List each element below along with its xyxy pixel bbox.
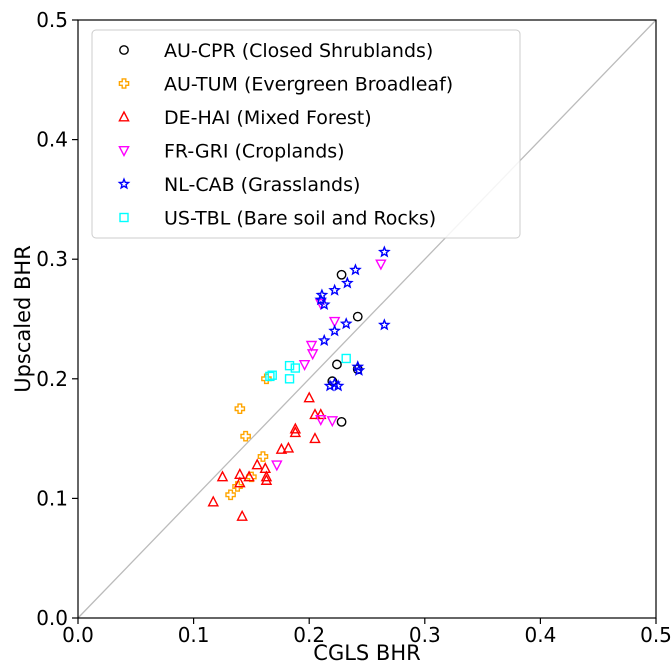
y-tick-label: 0.2 [36, 367, 68, 391]
points-layer [207, 245, 391, 521]
legend-marker [119, 212, 129, 223]
data-point [349, 263, 362, 276]
data-point [328, 324, 341, 337]
series-4 [314, 245, 391, 392]
identity-line [77, 19, 657, 619]
legend-item: US-TBL (Bare soil and Rocks) [119, 208, 436, 230]
data-point [352, 311, 363, 322]
legend-label: FR-GRI (Croplands) [164, 141, 345, 163]
data-point [290, 363, 301, 373]
x-tick-label: 0.2 [293, 623, 325, 647]
data-point [243, 470, 255, 482]
legend-label: DE-HAI (Mixed Forest) [164, 107, 372, 129]
legend-label: US-TBL (Bare soil and Rocks) [164, 208, 436, 230]
data-point [332, 359, 342, 370]
legend-item: NL-CAB (Grasslands) [117, 174, 360, 196]
data-point [234, 403, 246, 414]
data-point [306, 349, 319, 361]
data-point [267, 370, 277, 380]
data-point [207, 495, 220, 507]
data-point [260, 473, 273, 485]
ticks-layer: 0.0 0.1 0.2 0.3 0.4 0.5 0.0 0.1 0.2 0.3 0.4 0.5 [36, 8, 672, 647]
legend-label: AU-CPR (Closed Shrublands) [164, 40, 433, 62]
data-point [303, 391, 315, 403]
data-point [377, 245, 391, 258]
data-point [271, 460, 283, 472]
y-tick-label: 0.3 [36, 247, 68, 271]
legend-label: NL-CAB (Grasslands) [164, 174, 360, 196]
x-tick-label: 0.0 [62, 623, 94, 647]
x-tick-label: 0.1 [178, 623, 210, 647]
data-point [317, 333, 331, 346]
y-axis-label: Upscaled BHR [11, 245, 35, 393]
data-point [216, 470, 229, 482]
data-point [257, 451, 269, 462]
legend-item: AU-TUM (Evergreen Broadleaf) [118, 74, 453, 96]
data-point [260, 470, 273, 482]
legend-item: FR-GRI (Croplands) [118, 141, 345, 163]
data-point [336, 269, 347, 280]
data-point [328, 283, 342, 296]
data-point [315, 408, 327, 420]
series-2 [207, 391, 327, 521]
y-tick-label: 0.0 [36, 606, 68, 630]
legend: AU-CPR (Closed Shrublands) AU-TUM (Evergr… [91, 29, 521, 239]
x-tick-label: 0.4 [524, 623, 556, 647]
data-point [305, 340, 318, 352]
data-point [234, 476, 246, 488]
legend-marker [118, 110, 130, 122]
data-point [309, 432, 321, 444]
data-point [315, 414, 327, 426]
plot-frame [77, 19, 657, 619]
data-point [331, 379, 345, 392]
y-tick-label: 0.4 [36, 128, 68, 152]
legend-label: AU-TUM (Evergreen Broadleaf) [164, 74, 453, 96]
data-point [377, 318, 391, 331]
legend-marker [117, 177, 131, 190]
data-point [275, 442, 288, 454]
data-point [284, 374, 295, 384]
data-point [289, 426, 302, 438]
data-point [341, 353, 351, 364]
legend-marker [118, 78, 130, 89]
data-point [259, 461, 272, 473]
data-point [225, 489, 236, 501]
data-point [298, 359, 311, 371]
data-point [339, 317, 353, 330]
data-point [265, 371, 275, 382]
data-point [352, 363, 366, 376]
x-tick-label: 0.5 [640, 623, 672, 647]
legend-marker [119, 45, 129, 55]
data-point [336, 416, 347, 427]
data-point [375, 259, 387, 271]
data-point [309, 408, 321, 420]
data-point [340, 276, 354, 289]
y-tick-label: 0.5 [36, 8, 68, 32]
data-point [317, 297, 331, 311]
data-point [289, 422, 302, 434]
x-axis-label: CGLS BHR [313, 641, 420, 665]
data-point [328, 316, 341, 328]
series-1 [225, 373, 272, 501]
data-point [232, 481, 243, 492]
data-point [284, 360, 295, 371]
data-point [326, 416, 339, 428]
data-point [236, 509, 248, 521]
legend-marker [118, 145, 130, 158]
data-point [251, 458, 263, 470]
legend-item: DE-HAI (Mixed Forest) [118, 107, 372, 129]
data-point [282, 441, 295, 453]
y-tick-label: 0.1 [36, 486, 68, 510]
legend-item: AU-CPR (Closed Shrublands) [119, 40, 433, 62]
x-tick-label: 0.3 [409, 623, 441, 647]
data-point [240, 430, 251, 442]
legend-box [91, 29, 521, 239]
series-5 [265, 353, 351, 384]
